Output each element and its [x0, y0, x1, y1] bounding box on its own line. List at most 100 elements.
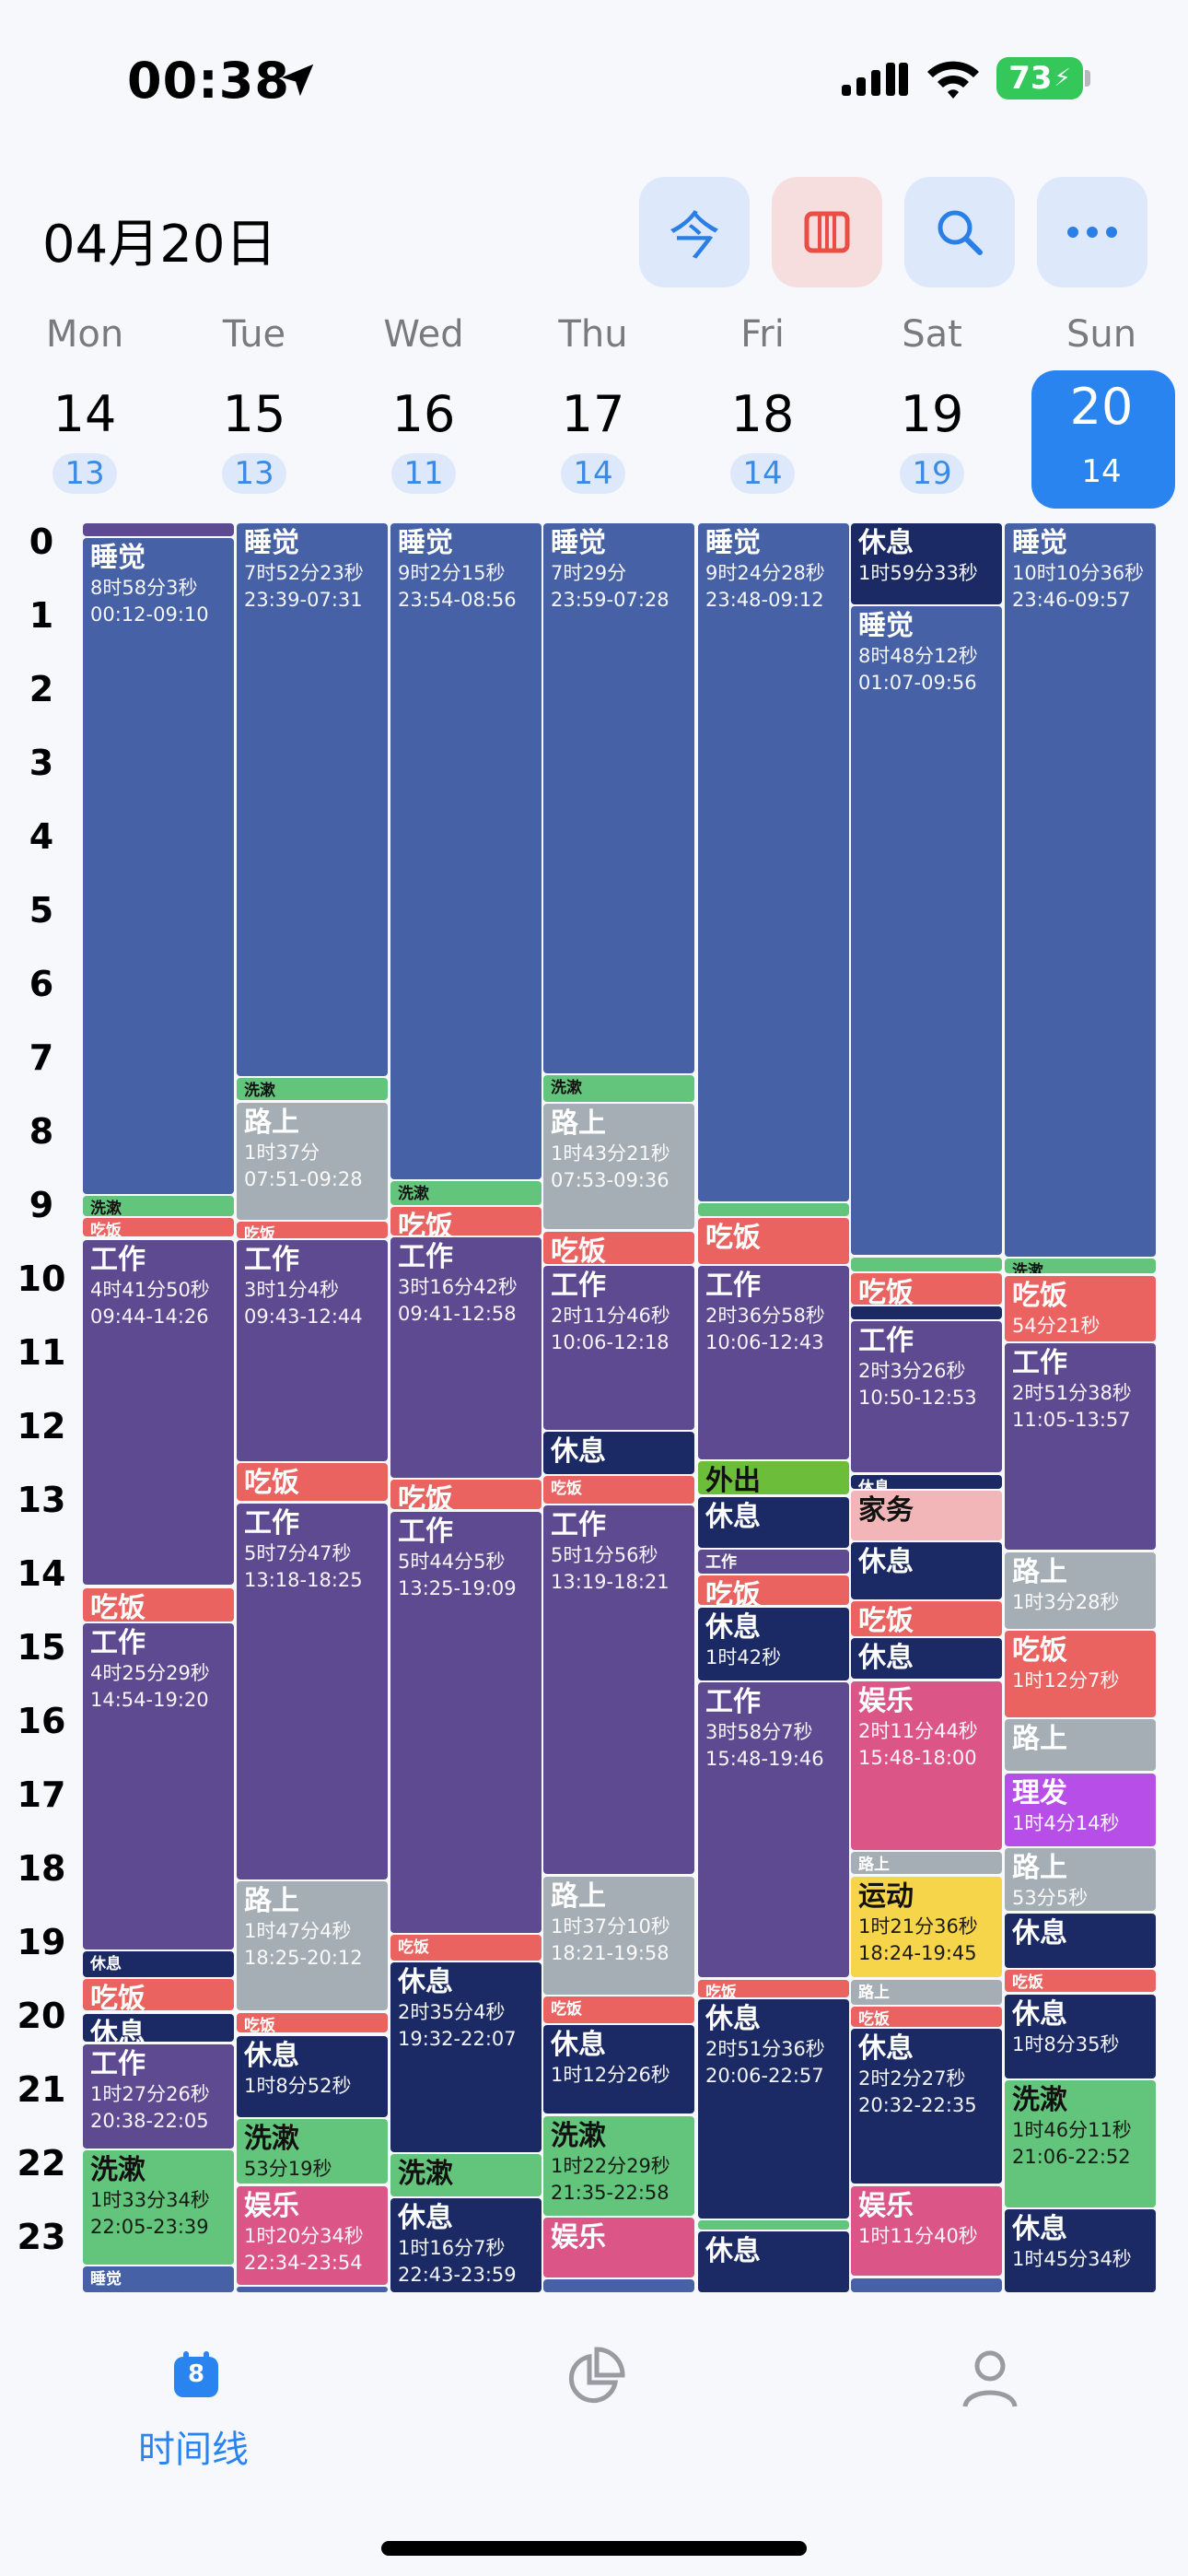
event-block[interactable]: 吃饭	[851, 2007, 1002, 2027]
day-number[interactable]: 18	[730, 385, 795, 443]
day-number[interactable]: 17	[561, 385, 625, 443]
event-block[interactable]: 睡觉 7时29分 23:59-07:28	[543, 523, 694, 1073]
event-block[interactable]: 娱乐 1时11分40秒	[851, 2185, 1002, 2277]
event-block[interactable]: 工作 3时16分42秒 09:41-12:58	[390, 1237, 542, 1478]
event-block[interactable]: 路上 1时47分4秒 18:25-20:12	[237, 1881, 388, 2011]
event-block[interactable]: 工作 4时25分29秒 14:54-19:20	[83, 1623, 234, 1950]
event-block[interactable]: 洗漱 1时46分11秒 21:06-22:52	[1005, 2080, 1156, 2207]
event-block[interactable]: 吃饭	[237, 1222, 388, 1238]
event-block[interactable]: 工作 4时41分50秒 09:44-14:26	[83, 1239, 234, 1585]
event-block[interactable]: 工作 1时27分26秒 20:38-22:05	[83, 2044, 234, 2149]
event-block[interactable]: 休息	[698, 2231, 849, 2292]
event-block[interactable]: 休息 1时59分33秒	[851, 523, 1002, 604]
tab-profile[interactable]	[949, 2340, 1031, 2432]
event-block[interactable]: 休息 1时8分52秒	[237, 2035, 388, 2117]
event-block[interactable]: 休息 1时12分26秒	[543, 2025, 694, 2114]
event-block[interactable]: 睡觉 7时52分23秒 23:39-07:31	[237, 523, 388, 1076]
event-block[interactable]: 洗漱 1时22分29秒 21:35-22:58	[543, 2115, 694, 2216]
tab-timeline[interactable]: 8	[111, 2340, 285, 2460]
event-block[interactable]: 休息	[851, 1542, 1002, 1599]
event-block[interactable]: 吃饭	[851, 1601, 1002, 1636]
event-block[interactable]: 休息	[851, 1474, 1002, 1489]
event-block[interactable]: 洗漱	[1005, 1259, 1156, 1274]
event-block[interactable]: 休息 1时16分7秒 22:43-23:59	[390, 2198, 542, 2292]
event-block[interactable]: 路上 53分5秒	[1005, 1848, 1156, 1912]
day-number[interactable]: 15	[222, 385, 286, 443]
event-block[interactable]: 吃饭	[1005, 1970, 1156, 1993]
event-block[interactable]: 洗漱 53分19秒	[237, 2119, 388, 2184]
event-block[interactable]: 外出	[698, 1461, 849, 1495]
event-block[interactable]: 睡觉 8时48分12秒 01:07-09:56	[851, 606, 1002, 1256]
event-block[interactable]: 洗漱	[390, 1181, 542, 1205]
event-block[interactable]: 休息 1时45分34秒	[1005, 2209, 1156, 2292]
event-block[interactable]: 睡觉 9时24分28秒 23:48-09:12	[698, 523, 849, 1201]
event-block[interactable]: 休息 2时51分36秒 20:06-22:57	[698, 1999, 849, 2219]
event-block[interactable]: 休息	[83, 2013, 234, 2042]
event-block[interactable]: 工作 2时36分58秒 10:06-12:43	[698, 1266, 849, 1459]
event-block[interactable]: 睡觉 8时58分3秒 00:12-09:10	[83, 538, 234, 1194]
event-block[interactable]	[698, 1203, 849, 1216]
event-block[interactable]: 洗漱 1时33分34秒 22:05-23:39	[83, 2150, 234, 2265]
event-block[interactable]: 吃饭	[698, 1979, 849, 1997]
event-block[interactable]: 休息 1时8分35秒	[1005, 1994, 1156, 2078]
event-block[interactable]: 娱乐 1时20分34秒 22:34-23:54	[237, 2185, 388, 2285]
event-block[interactable]: 工作	[698, 1550, 849, 1574]
event-block[interactable]: 娱乐 2时11分44秒 15:48-18:00	[851, 1680, 1002, 1850]
event-block[interactable]: 睡觉 10时10分36秒 23:46-09:57	[1005, 523, 1156, 1257]
event-block[interactable]: 吃饭	[390, 1207, 542, 1235]
tab-stats[interactable]	[553, 2340, 635, 2432]
event-block[interactable]	[83, 523, 234, 537]
event-block[interactable]: 吃饭	[237, 1463, 388, 1501]
event-block[interactable]: 吃饭	[83, 1217, 234, 1237]
event-block[interactable]: 休息	[543, 1432, 694, 1474]
columns-button[interactable]	[772, 177, 882, 287]
event-block[interactable]: 路上	[1005, 1719, 1156, 1772]
event-block[interactable]: 路上 1时43分21秒 07:53-09:36	[543, 1104, 694, 1230]
event-block[interactable]	[851, 1257, 1002, 1271]
event-block[interactable]	[851, 2277, 1002, 2292]
event-block[interactable]: 工作 3时1分4秒 09:43-12:44	[237, 1239, 388, 1461]
event-block[interactable]: 洗漱	[543, 1075, 694, 1102]
event-block[interactable]: 吃饭	[83, 1979, 234, 2011]
event-block[interactable]	[851, 1306, 1002, 1319]
event-block[interactable]: 吃饭	[390, 1935, 542, 1961]
event-block[interactable]: 睡觉 9时2分15秒 23:54-08:56	[390, 523, 542, 1179]
event-block[interactable]: 工作 5时1分56秒 13:19-18:21	[543, 1505, 694, 1875]
event-block[interactable]: 吃饭	[698, 1575, 849, 1606]
event-block[interactable]: 休息 2时2分27秒 20:32-22:35	[851, 2029, 1002, 2184]
event-block[interactable]: 吃饭	[851, 1273, 1002, 1305]
event-block[interactable]: 工作 3时58分7秒 15:48-19:46	[698, 1682, 849, 1978]
event-block[interactable]	[543, 2279, 694, 2292]
today-button[interactable]: 今	[639, 177, 750, 287]
event-block[interactable]: 吃饭 54分21秒	[1005, 1275, 1156, 1341]
day-number[interactable]: 14	[52, 385, 117, 443]
event-block[interactable]: 路上 1时37分10秒 18:21-19:58	[543, 1876, 694, 1995]
search-button[interactable]	[904, 177, 1015, 287]
event-block[interactable]: 休息	[698, 1496, 849, 1548]
event-block[interactable]: 睡觉	[83, 2266, 234, 2292]
event-block[interactable]: 娱乐	[543, 2218, 694, 2277]
event-block[interactable]: 吃饭	[390, 1480, 542, 1510]
event-block[interactable]: 工作 2时11分46秒 10:06-12:18	[543, 1266, 694, 1430]
event-block[interactable]: 吃饭	[237, 2012, 388, 2033]
event-block[interactable]: 工作 2时51分38秒 11:05-13:57	[1005, 1343, 1156, 1551]
event-block[interactable]: 运动 1时21分36秒 18:24-19:45	[851, 1876, 1002, 1978]
event-block[interactable]: 工作 5时7分47秒 13:18-18:25	[237, 1504, 388, 1879]
event-block[interactable]: 洗漱	[83, 1196, 234, 1216]
day-number[interactable]: 16	[391, 385, 456, 443]
event-block[interactable]	[237, 2286, 388, 2292]
event-block[interactable]: 休息	[851, 1638, 1002, 1680]
event-block[interactable]: 吃饭	[83, 1588, 234, 1622]
more-button[interactable]	[1037, 177, 1147, 287]
event-block[interactable]	[698, 2220, 849, 2230]
event-block[interactable]: 工作 5时44分5秒 13:25-19:09	[390, 1511, 542, 1933]
day-number[interactable]: 20	[1069, 378, 1134, 436]
event-block[interactable]: 工作 2时3分26秒 10:50-12:53	[851, 1321, 1002, 1473]
event-block[interactable]: 吃饭	[698, 1218, 849, 1264]
event-block[interactable]: 休息	[1005, 1913, 1156, 1968]
event-block[interactable]: 洗漱	[390, 2154, 542, 2196]
event-block[interactable]: 吃饭	[543, 1231, 694, 1264]
event-block[interactable]: 休息 2时35分4秒 19:32-22:07	[390, 1962, 542, 2152]
event-block[interactable]: 洗漱	[237, 1078, 388, 1101]
event-block[interactable]: 家务	[851, 1491, 1002, 1540]
